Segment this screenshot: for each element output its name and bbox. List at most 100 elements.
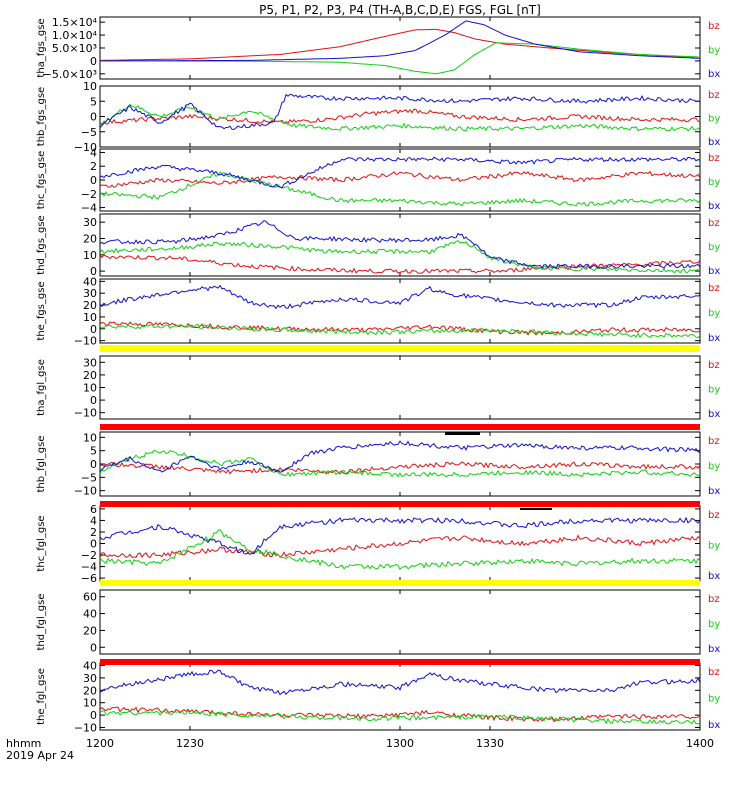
y-tick-label: 40 — [83, 608, 97, 621]
y-tick-label: 0 — [90, 538, 97, 551]
gap-marker — [445, 432, 480, 435]
y-axis-label: the_fgs_gse — [36, 281, 47, 340]
legend-by: by — [708, 461, 720, 472]
series-line-bz — [100, 706, 700, 723]
y-axis-label: thb_fgl_gse — [36, 436, 47, 493]
y-tick-label: 4 — [90, 146, 97, 159]
status-bar — [100, 580, 700, 586]
x-axis: 1200 1230 1300 1330 1400 — [86, 737, 714, 750]
y-tick-label: 0 — [90, 323, 97, 336]
status-bar — [100, 501, 700, 507]
plot-title: P5, P1, P2, P3, P4 (TH-A,B,C,D,E) FGS, F… — [259, 3, 541, 17]
y-tick-label: −4 — [81, 561, 97, 574]
legend-by: by — [708, 619, 720, 630]
legend-bx: bx — [708, 644, 720, 655]
y-tick-label: 10 — [83, 249, 97, 262]
y-tick-label: −5.0×10³ — [43, 68, 97, 81]
series-line-bx — [100, 93, 700, 130]
x-tick-label: 1230 — [176, 737, 204, 750]
y-tick-label: 10 — [83, 697, 97, 710]
y-tick-label: 20 — [83, 299, 97, 312]
series-line-bz — [100, 461, 700, 475]
series-line-bx — [100, 20, 700, 62]
y-tick-label: −2 — [81, 549, 97, 562]
legend-by: by — [708, 114, 720, 125]
y-tick-label: 6 — [90, 503, 97, 516]
y-tick-label: 0 — [90, 641, 97, 654]
series-line-bx — [100, 669, 700, 696]
x-tick-label: 1300 — [386, 737, 414, 750]
y-tick-label: 10 — [83, 431, 97, 444]
y-tick-label: 20 — [83, 684, 97, 697]
series-line-by — [100, 171, 700, 207]
series-line-bz — [100, 28, 700, 61]
series-line-bz — [100, 534, 700, 559]
y-axis-label: thd_fgs_gse — [36, 215, 47, 274]
y-tick-label: −10 — [74, 485, 97, 498]
y-tick-label: −10 — [74, 722, 97, 735]
legend-bz: bz — [708, 360, 720, 371]
y-tick-label: 60 — [83, 591, 97, 604]
legend-bz: bz — [708, 594, 720, 605]
status-bar — [100, 659, 700, 665]
y-tick-label: −4 — [81, 202, 97, 215]
series-line-by — [100, 449, 700, 478]
series-line-bz — [100, 108, 700, 125]
y-tick-label: 30 — [83, 287, 97, 300]
legend-bx: bx — [708, 69, 720, 80]
panel-frame — [99, 355, 701, 420]
y-tick-label: 0 — [90, 265, 97, 278]
series-line-bx — [100, 220, 700, 270]
footer-date: 2019 Apr 24 — [6, 749, 74, 762]
y-tick-label: −5 — [81, 126, 97, 139]
legend-by: by — [708, 385, 720, 396]
y-axis-label: thc_fgl_gse — [36, 515, 47, 571]
y-tick-label: 10 — [83, 311, 97, 324]
legend-by: by — [708, 45, 720, 56]
status-bar — [100, 345, 700, 352]
panel-tha_fgs_gse: 1.5×10⁴1.0×10⁴5.0×10³0−5.0×10³tha_fgs_gs… — [36, 16, 720, 81]
y-axis-label: thc_fgs_gse — [36, 151, 47, 210]
y-axis-label: thb_fgs_gse — [36, 87, 47, 146]
series-line-by — [100, 103, 700, 132]
legend-by: by — [708, 177, 720, 188]
series-line-bz — [100, 254, 700, 274]
panels-group: 1.5×10⁴1.0×10⁴5.0×10³0−5.0×10³tha_fgs_gs… — [36, 16, 720, 734]
y-tick-label: 10 — [83, 80, 97, 93]
legend-bz: bz — [708, 283, 720, 294]
y-tick-label: 2 — [90, 526, 97, 539]
series-line-by — [100, 709, 700, 726]
series-line-bx — [100, 440, 700, 473]
legend-bz: bz — [708, 218, 720, 229]
panel-thd_fgs_gse: 30 20 10 0 thd_fgs_gse bz by bx — [36, 213, 720, 278]
panel-thd_fgl_gse: 60 40 20 0 thd_fgl_gse bz by bx — [36, 589, 720, 655]
y-tick-label: −10 — [74, 407, 97, 420]
y-tick-label: 0 — [90, 394, 97, 407]
y-tick-label: 0 — [90, 458, 97, 471]
y-tick-label: 5.0×10³ — [52, 42, 97, 55]
series-line-bz — [100, 170, 700, 189]
legend-bx: bx — [708, 720, 720, 731]
series-line-bz — [100, 321, 700, 336]
series-line-by — [100, 239, 700, 274]
series-line-bx — [100, 156, 700, 189]
y-axis-label: tha_fgs_gse — [36, 18, 47, 77]
legend-by: by — [708, 308, 720, 319]
panel-frame — [99, 662, 701, 731]
legend-bz: bz — [708, 667, 720, 678]
series-line-by — [100, 323, 700, 339]
legend-bx: bx — [708, 486, 720, 497]
gap-marker — [520, 508, 552, 510]
y-axis-label: thd_fgl_gse — [36, 594, 47, 651]
y-tick-label: −2 — [81, 188, 97, 201]
y-tick-label: 20 — [83, 232, 97, 245]
legend-bx: bx — [708, 409, 720, 420]
panel-thc_fgs_gse: 420−2−4 thc_fgs_gse bz by bx — [36, 146, 720, 214]
footer-time-unit: hhmm — [6, 737, 41, 750]
legend-by: by — [708, 242, 720, 253]
y-tick-label: 10 — [83, 382, 97, 395]
